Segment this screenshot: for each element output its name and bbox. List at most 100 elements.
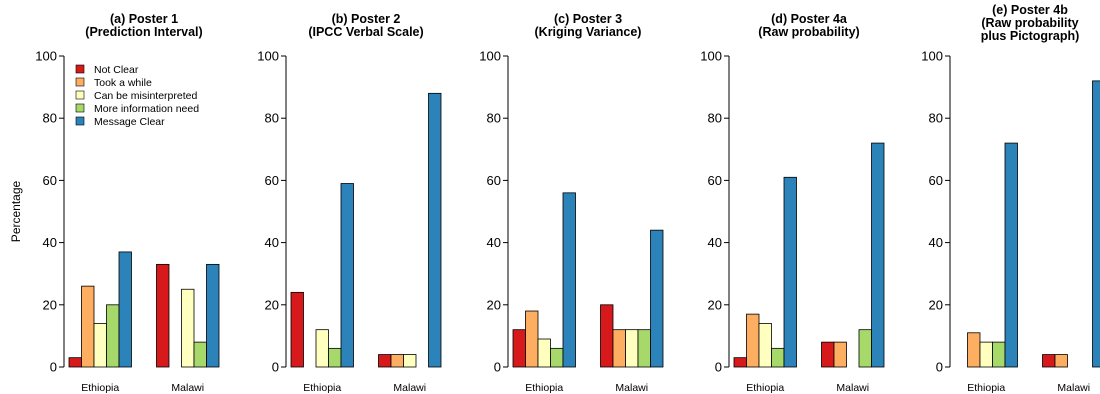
bar [118,251,132,368]
bar [733,357,747,368]
y-tick-label: 20 [43,297,57,312]
x-category-label: Ethiopia [746,382,784,394]
bar [525,310,539,368]
bar [193,341,207,368]
panel-title-line: (Raw probability [981,16,1078,30]
bar [340,183,354,368]
y-tick-label: 0 [936,360,943,375]
bar [1004,142,1018,368]
y-tick-label: 20 [929,297,943,312]
panel-title-line: (IPCC Verbal Scale) [308,25,423,39]
bar [290,291,304,368]
panel-4: (d) Poster 4a(Raw probability) 0 20 40 60 80 1… [700,12,885,394]
bar [1042,354,1056,368]
bar [550,347,564,368]
y-tick-label: 80 [708,111,722,126]
y-tick-label: 80 [43,111,57,126]
y-tick-label: 60 [487,173,501,188]
legend-label: Can be misinterpreted [94,90,197,102]
bar [378,354,392,368]
y-tick-label: 40 [43,235,57,250]
bar [612,329,626,368]
bar [783,176,797,368]
y-tick-label: 60 [43,173,57,188]
y-axis-label: Percentage [9,180,23,242]
y-tick-label: 100 [700,49,722,64]
bar [833,341,847,368]
bar [967,332,981,368]
bar [1054,354,1068,368]
bar [758,323,772,368]
bar [315,329,329,368]
bar [428,92,442,368]
legend-label: Took a while [94,77,152,89]
bar [206,263,220,368]
legend-swatch [75,77,85,87]
bar [93,323,107,368]
bar [106,304,120,368]
panel-title-line: (Kriging Variance) [535,25,642,39]
panel-title-line: (b) Poster 2 [332,12,401,26]
y-tick-label: 80 [487,111,501,126]
x-category-label: Malawi [836,382,869,394]
y-tick-label: 40 [265,235,279,250]
panel-3: (c) Poster 3(Kriging Variance) 0 20 40 60 80 1… [479,12,664,394]
x-category-label: Malawi [393,382,426,394]
x-category-label: Malawi [171,382,204,394]
y-tick-label: 100 [479,49,501,64]
y-tick-label: 80 [265,111,279,126]
y-tick-label: 0 [494,360,501,375]
y-tick-label: 20 [708,297,722,312]
y-tick-label: 60 [929,173,943,188]
y-tick-label: 60 [708,173,722,188]
y-tick-label: 0 [715,360,722,375]
bar [979,341,993,368]
bar [181,288,195,368]
bar [746,313,760,368]
bar [68,357,82,368]
bar [512,329,526,368]
y-tick-label: 40 [929,235,943,250]
y-tick-label: 100 [257,49,279,64]
legend-label: Message Clear [94,116,165,128]
panel-title-line: (a) Poster 1 [110,12,178,26]
bar [328,347,342,368]
x-category-label: Ethiopia [303,382,341,394]
x-category-label: Ethiopia [967,382,1005,394]
panel-title-line: plus Pictograph) [981,29,1080,43]
legend-swatch [75,64,85,74]
x-category-label: Malawi [615,382,648,394]
bar [390,354,404,368]
bar [821,341,835,368]
legend-label: More information need [94,103,199,115]
bar [537,338,551,368]
y-tick-label: 60 [265,173,279,188]
legend-swatch [75,116,85,126]
y-tick-label: 20 [487,297,501,312]
bar [858,329,872,368]
bar [562,192,576,368]
bar [771,347,785,368]
y-tick-label: 100 [35,49,57,64]
bar [625,329,639,368]
bar [871,142,885,368]
panel-title-line: (Raw probability) [758,25,859,39]
bar [81,285,95,368]
bar [637,329,651,368]
legend-swatch [75,90,85,100]
y-tick-label: 40 [708,235,722,250]
panel-title-line: (c) Poster 3 [554,12,622,26]
y-tick-label: 20 [265,297,279,312]
y-tick-label: 0 [50,360,57,375]
bar [1092,80,1100,368]
x-category-label: Ethiopia [525,382,563,394]
bar [403,354,417,368]
x-category-label: Malawi [1057,382,1090,394]
bar [156,263,170,368]
y-tick-label: 100 [921,49,943,64]
legend-label: Not Clear [94,64,139,76]
y-tick-label: 40 [487,235,501,250]
